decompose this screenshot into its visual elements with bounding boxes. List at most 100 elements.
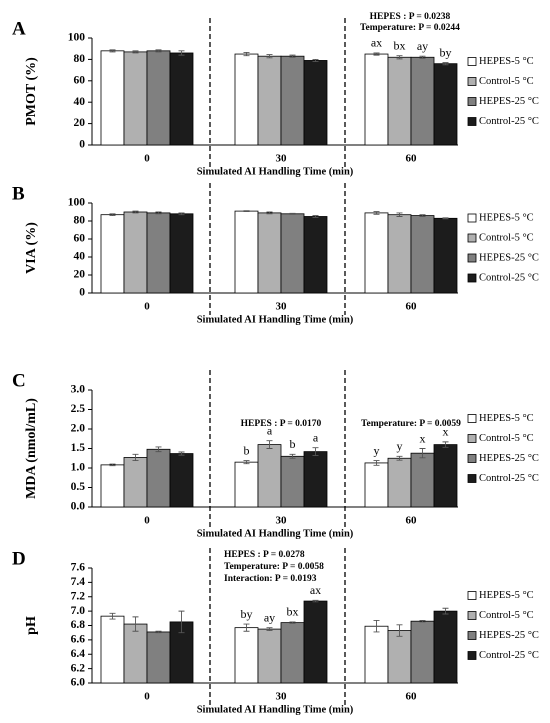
error-bar — [442, 441, 449, 448]
error-bar — [132, 616, 139, 632]
significance-letter: a — [267, 423, 273, 437]
error-bar — [266, 54, 273, 59]
y-tick-label: 6.2 — [71, 662, 86, 674]
y-axis-title: VIA (%) — [24, 222, 39, 274]
error-bar — [396, 624, 403, 637]
error-bar — [155, 446, 162, 453]
legend-swatch — [467, 434, 477, 443]
significance-letter: y — [397, 439, 403, 453]
significance-letter: b — [290, 437, 296, 451]
bar — [257, 628, 282, 684]
y-tick-label: 7.4 — [71, 576, 86, 588]
error-bar — [442, 607, 449, 615]
bar — [387, 630, 412, 684]
x-tick-label: 30 — [276, 153, 288, 165]
bar — [234, 627, 259, 684]
bar — [410, 452, 435, 508]
bar — [257, 212, 282, 294]
error-bar — [243, 460, 250, 465]
legend-swatch — [467, 414, 477, 423]
error-bar — [289, 621, 296, 624]
significance-letter: by — [440, 45, 452, 59]
error-bar — [266, 627, 273, 631]
error-bar — [312, 215, 319, 218]
x-axis-title: Simulated AI Handling Time (min) — [197, 314, 354, 325]
x-tick-label: 60 — [406, 691, 418, 703]
bar — [146, 448, 171, 508]
x-tick-label: 60 — [406, 515, 418, 527]
legend-swatch — [467, 213, 477, 223]
y-tick-label: 80 — [74, 53, 86, 65]
y-tick-label: 20 — [74, 117, 86, 129]
legend-swatch — [467, 97, 477, 106]
error-bar — [243, 51, 250, 57]
legend-swatch — [467, 117, 477, 126]
bar — [123, 51, 148, 146]
error-bar — [419, 214, 426, 217]
error-bar — [396, 55, 403, 60]
bar — [433, 63, 458, 146]
error-bar — [155, 49, 162, 53]
error-bar — [266, 440, 273, 449]
x-tick-label: 0 — [144, 153, 150, 165]
bar — [100, 464, 125, 508]
significance-letter: bx — [394, 38, 406, 52]
x-tick-label: 60 — [406, 301, 418, 313]
bar — [410, 620, 435, 684]
legend-label: HEPES-25 °C — [479, 453, 539, 464]
y-axis-title: PMOT (%) — [24, 57, 39, 126]
legend-swatch — [467, 233, 477, 243]
bar — [123, 211, 148, 294]
error-bar — [132, 453, 139, 462]
significance-letter: x — [420, 431, 426, 445]
x-axis-title: Simulated AI Handling Time (min) — [197, 528, 354, 539]
legend-label: Control-5 °C — [479, 433, 534, 444]
y-tick-label: 40 — [74, 251, 86, 263]
bar — [146, 631, 171, 684]
bar — [303, 60, 328, 146]
y-tick-label: 6.6 — [71, 634, 86, 646]
error-bar — [373, 52, 380, 56]
y-axis-title: pH — [24, 616, 39, 635]
y-tick-label: 7.2 — [71, 590, 86, 602]
legend-swatch — [467, 631, 477, 640]
y-tick-label: 1.0 — [71, 462, 86, 474]
legend-label: HEPES-25 °C — [479, 96, 539, 107]
bar — [100, 615, 125, 684]
y-tick-label: 6.0 — [71, 677, 86, 689]
bar — [169, 213, 194, 294]
x-tick-label: 60 — [406, 153, 418, 165]
error-bar — [178, 50, 185, 56]
bar — [387, 214, 412, 294]
bar — [280, 55, 305, 146]
error-bar — [442, 217, 449, 220]
bar — [123, 457, 148, 508]
y-tick-label: 6.8 — [71, 619, 86, 631]
y-tick-label: 80 — [74, 215, 86, 227]
legend-label: Control-25 °C — [479, 650, 539, 661]
significance-letter: ay — [417, 39, 428, 53]
significance-letter: b — [244, 443, 250, 457]
error-bar — [243, 623, 250, 632]
legend-label: Control-5 °C — [479, 76, 534, 87]
error-bar — [132, 50, 139, 54]
bar — [303, 600, 328, 684]
annotation: Interaction: P = 0.0193 — [224, 574, 317, 584]
legend-label: Control-5 °C — [479, 232, 534, 243]
bar — [280, 213, 305, 294]
bar — [257, 55, 282, 146]
significance-letter: a — [313, 430, 319, 444]
significance-letter: x — [443, 425, 449, 439]
bar — [364, 625, 389, 684]
y-tick-label: 0.5 — [71, 481, 86, 493]
significance-letter: ax — [371, 36, 382, 50]
error-bar — [289, 54, 296, 58]
bar — [364, 212, 389, 294]
x-tick-label: 30 — [276, 691, 288, 703]
bar — [146, 212, 171, 294]
legend-swatch — [467, 591, 477, 600]
significance-letter: y — [374, 443, 380, 457]
legend-swatch — [467, 454, 477, 463]
legend-swatch — [467, 253, 477, 263]
